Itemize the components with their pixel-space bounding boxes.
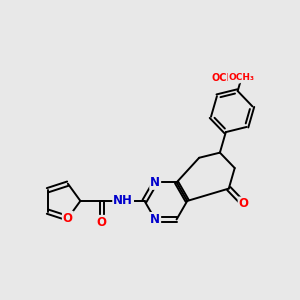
Text: N: N bbox=[150, 176, 160, 189]
Text: NH: NH bbox=[113, 194, 133, 207]
Text: O: O bbox=[238, 197, 249, 211]
Text: O: O bbox=[63, 212, 73, 225]
Text: OCH₃: OCH₃ bbox=[212, 73, 240, 83]
Text: O: O bbox=[97, 216, 107, 229]
Text: N: N bbox=[150, 213, 160, 226]
Text: OCH₃: OCH₃ bbox=[229, 73, 254, 82]
